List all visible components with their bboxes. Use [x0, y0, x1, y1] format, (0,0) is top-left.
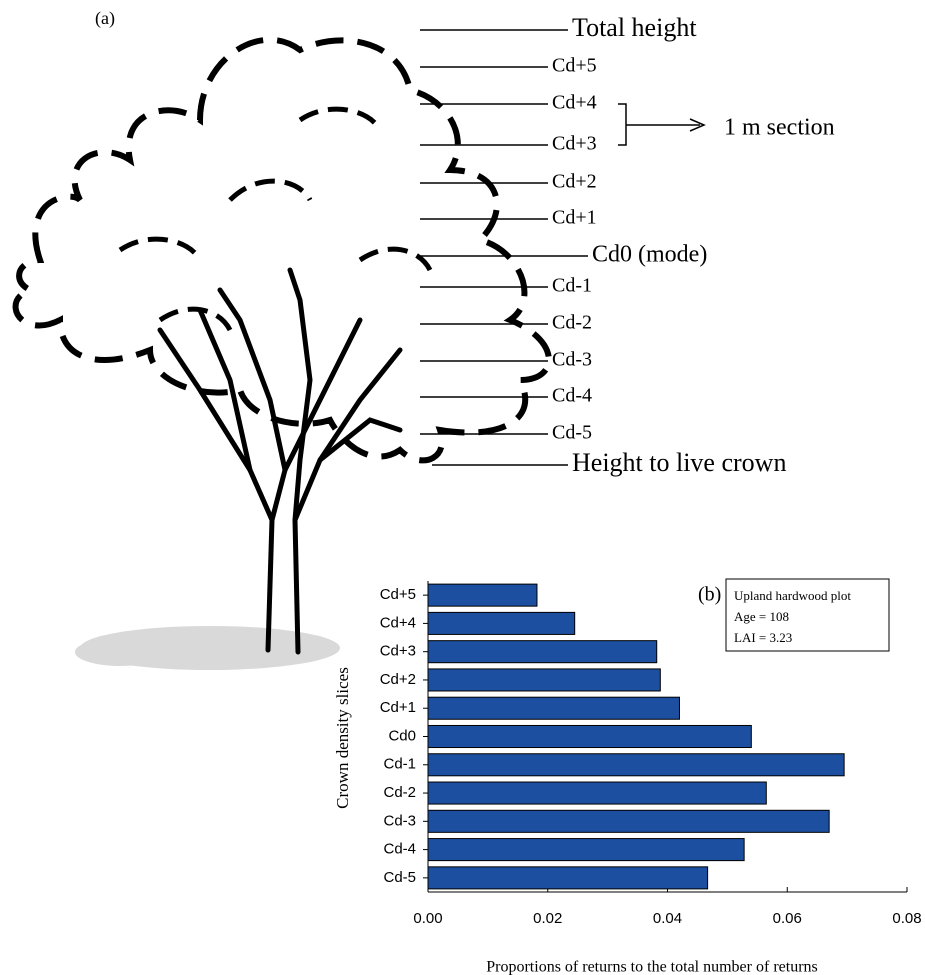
panel-label: (b) — [698, 584, 721, 606]
marker-label: Cd+1 — [552, 207, 597, 229]
bar — [428, 867, 708, 889]
y-tick-label: Cd+1 — [380, 699, 416, 716]
annotation: Age = 108 — [734, 609, 789, 624]
tree-illustration — [16, 40, 549, 670]
y-tick-label: Cd+5 — [380, 586, 416, 603]
bar-chart: (b) Proportions of returns to the total … — [333, 579, 922, 975]
x-tick-label: 0.08 — [892, 910, 921, 927]
marker-label: Cd+2 — [552, 171, 597, 193]
marker-label: Cd-3 — [552, 349, 592, 371]
annotation: LAI = 3.23 — [734, 630, 792, 645]
marker-label: Cd-5 — [552, 422, 592, 444]
y-tick-label: Cd+4 — [380, 614, 416, 631]
bar — [428, 584, 537, 606]
y-tick-label: Cd+3 — [380, 643, 416, 660]
figure: (a) Total height Cd+5 Cd+4 Cd+3 Cd+2 Cd+1 Cd0 … — [0, 0, 925, 975]
bar — [428, 839, 744, 861]
x-tick-label: 0.00 — [413, 910, 442, 927]
x-tick-label: 0.06 — [773, 910, 802, 927]
x-axis-label: Proportions of returns to the total numb… — [486, 959, 818, 975]
panel-label: (a) — [95, 8, 115, 29]
marker-label: Total height — [572, 13, 697, 42]
marker-label: Cd+3 — [552, 133, 597, 155]
marker-label: Cd-4 — [552, 385, 592, 407]
bar — [428, 641, 657, 663]
marker-label: Cd+4 — [552, 92, 597, 114]
y-tick-label: Cd-4 — [383, 841, 416, 858]
y-tick-label: Cd-5 — [383, 869, 416, 886]
y-tick-label: Cd0 — [388, 727, 416, 744]
bar — [428, 612, 575, 634]
marker-label: Cd0 (mode) — [592, 242, 707, 268]
bar — [428, 754, 844, 776]
annotation: Upland hardwood plot — [734, 588, 851, 603]
y-axis-label: Crown density slices — [333, 667, 352, 809]
section-bracket — [618, 104, 700, 145]
marker-label: Height to live crown — [572, 448, 786, 477]
marker-label: Cd-2 — [552, 312, 592, 334]
x-tick-label: 0.04 — [653, 910, 682, 927]
bar — [428, 782, 766, 804]
bar — [428, 697, 679, 719]
y-tick-label: Cd-1 — [383, 756, 416, 773]
marker-label: Cd+5 — [552, 55, 597, 77]
y-tick-label: Cd-2 — [383, 784, 416, 801]
bar — [428, 810, 829, 832]
section-label: 1 m section — [724, 115, 835, 141]
bar — [428, 725, 751, 747]
y-tick-label: Cd+2 — [380, 671, 416, 688]
y-tick-label: Cd-3 — [383, 812, 416, 829]
x-tick-label: 0.02 — [533, 910, 562, 927]
bar — [428, 669, 660, 691]
marker-label: Cd-1 — [552, 275, 592, 297]
crown-markers: Total height Cd+5 Cd+4 Cd+3 Cd+2 Cd+1 Cd0 (mod… — [420, 13, 835, 477]
